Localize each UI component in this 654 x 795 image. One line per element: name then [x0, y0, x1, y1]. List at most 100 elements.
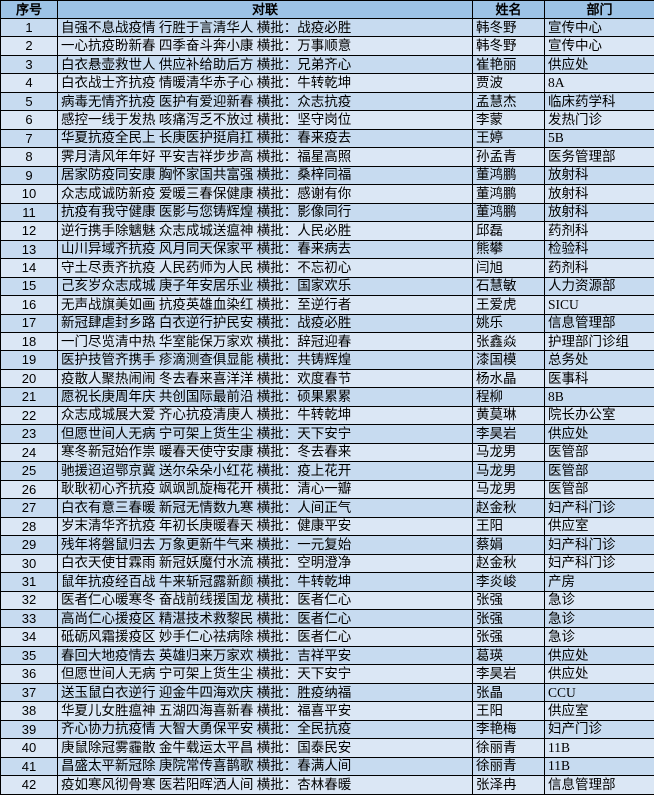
cell-person-name[interactable]: 赵金秋 [472, 553, 545, 574]
cell-department[interactable]: 医事科 [544, 368, 654, 389]
cell-couplet[interactable]: 医护技管齐携手 疹滴测查俱显能 横批：共铸辉煌 [57, 350, 473, 370]
cell-department[interactable]: 信息管理部 [544, 775, 654, 795]
cell-couplet[interactable]: 昌盛太平新冠除 庚院常传喜鹊歌 横批：春满人间 [57, 756, 473, 777]
cell-person-name[interactable]: 石慧敏 [472, 276, 545, 297]
cell-couplet[interactable]: 霁月清风年年好 平安吉祥步步高 横批：福星高照 [57, 147, 473, 167]
cell-serial-number[interactable]: 36 [0, 664, 58, 684]
cell-department[interactable]: 医务管理部 [544, 147, 654, 167]
cell-department[interactable]: 院长办公室 [544, 405, 654, 426]
cell-serial-number[interactable]: 29 [0, 535, 58, 555]
cell-department[interactable]: 11B [544, 756, 654, 777]
cell-department[interactable]: 宣传中心 [544, 36, 654, 56]
cell-couplet[interactable]: 砥砺风霜援疫区 妙手仁心祛病除 横批：医者仁心 [57, 627, 473, 647]
cell-serial-number[interactable]: 30 [0, 553, 58, 574]
cell-couplet[interactable]: 感控一线于发热 咳痛泻乏不放过 横批：坚守岗位 [57, 110, 473, 130]
cell-department[interactable]: 检验科 [544, 239, 654, 260]
cell-serial-number[interactable]: 18 [0, 331, 58, 352]
cell-department[interactable]: 供应处 [544, 54, 654, 75]
cell-serial-number[interactable]: 34 [0, 627, 58, 647]
cell-person-name[interactable]: 闫旭 [472, 258, 545, 278]
cell-person-name[interactable]: 马龙男 [472, 461, 545, 481]
cell-serial-number[interactable]: 33 [0, 608, 58, 629]
cell-department[interactable]: 妇产门诊 [544, 719, 654, 740]
cell-department[interactable]: 总务处 [544, 350, 654, 370]
cell-couplet[interactable]: 春回大地疫情去 英雄归来万家欢 横批：吉祥平安 [57, 645, 473, 666]
cell-couplet[interactable]: 耿耿初心齐抗疫 飒飒凯旋梅花开 横批：清心一瓣 [57, 479, 473, 500]
cell-couplet[interactable]: 居家防疫同安康 胸怀家国共富强 横批：桑梓同福 [57, 165, 473, 186]
cell-department[interactable]: 急诊 [544, 608, 654, 629]
cell-person-name[interactable]: 韩冬野 [472, 36, 545, 56]
cell-department[interactable]: 5B [544, 128, 654, 149]
cell-couplet[interactable]: 自强不息战疫情 行胜于言清华人 横批：战疫必胜 [57, 17, 473, 38]
cell-person-name[interactable]: 蔡娟 [472, 535, 545, 555]
cell-serial-number[interactable]: 10 [0, 184, 58, 204]
cell-serial-number[interactable]: 35 [0, 645, 58, 666]
cell-department[interactable]: 急诊 [544, 627, 654, 647]
cell-person-name[interactable]: 程柳 [472, 387, 545, 407]
cell-person-name[interactable]: 王阳 [472, 701, 545, 721]
cell-couplet[interactable]: 岁末清华齐抗疫 年初长庚暖春天 横批：健康平安 [57, 516, 473, 537]
cell-serial-number[interactable]: 13 [0, 239, 58, 260]
cell-couplet[interactable]: 疫如寒风彻骨寒 医若阳晖洒人间 横批：杏林春暖 [57, 775, 473, 795]
cell-department[interactable]: CCU [544, 682, 654, 703]
cell-couplet[interactable]: 愿祝长庚周年庆 共创国际最前沿 横批：硕果累累 [57, 387, 473, 407]
cell-couplet[interactable]: 华夏儿女胜瘟神 五湖四海喜新春 横批：福喜平安 [57, 701, 473, 721]
cell-serial-number[interactable]: 22 [0, 405, 58, 426]
cell-department[interactable]: 放射科 [544, 202, 654, 223]
cell-department[interactable]: 供应处 [544, 645, 654, 666]
cell-couplet[interactable]: 逆行携手除魑魅 众志成城送瘟神 横批：人民必胜 [57, 221, 473, 241]
cell-person-name[interactable]: 孟慧杰 [472, 91, 545, 112]
cell-couplet[interactable]: 一门尽览清中热 华室能保万家欢 横批：辞冠迎春 [57, 331, 473, 352]
cell-serial-number[interactable]: 32 [0, 590, 58, 611]
cell-person-name[interactable]: 贾波 [472, 73, 545, 93]
cell-couplet[interactable]: 无声战旗美如画 抗疫英雄血染红 横批：至逆行者 [57, 295, 473, 315]
cell-serial-number[interactable]: 12 [0, 221, 58, 241]
cell-person-name[interactable]: 王爱虎 [472, 295, 545, 315]
cell-serial-number[interactable]: 31 [0, 572, 58, 592]
cell-serial-number[interactable]: 19 [0, 350, 58, 370]
cell-serial-number[interactable]: 5 [0, 91, 58, 112]
cell-person-name[interactable]: 徐丽青 [472, 738, 545, 758]
cell-person-name[interactable]: 张晶 [472, 682, 545, 703]
cell-serial-number[interactable]: 9 [0, 165, 58, 186]
cell-department[interactable]: 供应室 [544, 701, 654, 721]
cell-couplet[interactable]: 众志成城展大爱 齐心抗疫清庚人 横批：牛转乾坤 [57, 405, 473, 426]
cell-couplet[interactable]: 抗疫有我守健康 医影与您铸辉煌 横批：影像同行 [57, 202, 473, 223]
cell-department[interactable]: 医管部 [544, 479, 654, 500]
cell-person-name[interactable]: 邱磊 [472, 221, 545, 241]
cell-couplet[interactable]: 守土尽责齐抗疫 人民药师为人民 横批：不忘初心 [57, 258, 473, 278]
cell-department[interactable]: 妇产科门诊 [544, 553, 654, 574]
cell-couplet[interactable]: 一心抗疫盼新春 四季奋斗奔小康 横批：万事顺意 [57, 36, 473, 56]
cell-department[interactable]: 药剂科 [544, 221, 654, 241]
cell-serial-number[interactable]: 8 [0, 147, 58, 167]
cell-person-name[interactable]: 张强 [472, 627, 545, 647]
cell-serial-number[interactable]: 2 [0, 36, 58, 56]
cell-serial-number[interactable]: 15 [0, 276, 58, 297]
cell-person-name[interactable]: 赵金秋 [472, 498, 545, 518]
cell-department[interactable]: 护理部门诊组 [544, 331, 654, 352]
cell-person-name[interactable]: 张泽冉 [472, 775, 545, 795]
cell-serial-number[interactable]: 7 [0, 128, 58, 149]
cell-department[interactable]: 8A [544, 73, 654, 93]
cell-department[interactable]: 人力资源部 [544, 276, 654, 297]
cell-person-name[interactable]: 李蒙 [472, 110, 545, 130]
cell-department[interactable]: 急诊 [544, 590, 654, 611]
cell-couplet[interactable]: 病毒无情齐抗疫 医护有爱迎新春 横批：众志抗疫 [57, 91, 473, 112]
cell-person-name[interactable]: 王阳 [472, 516, 545, 537]
cell-serial-number[interactable]: 21 [0, 387, 58, 407]
cell-person-name[interactable]: 张鑫焱 [472, 331, 545, 352]
cell-person-name[interactable]: 张强 [472, 608, 545, 629]
cell-department[interactable]: 供应处 [544, 664, 654, 684]
cell-couplet[interactable]: 但愿世间人无病 宁可架上货生尘 横批：天下安宁 [57, 664, 473, 684]
cell-serial-number[interactable]: 37 [0, 682, 58, 703]
cell-couplet[interactable]: 疫散人聚热闹闹 冬去春来喜洋洋 横批：欢度春节 [57, 368, 473, 389]
cell-department[interactable]: 供应室 [544, 516, 654, 537]
header-cell-couplet[interactable]: 对联 [57, 0, 473, 19]
cell-serial-number[interactable]: 41 [0, 756, 58, 777]
cell-couplet[interactable]: 白衣战士齐抗疫 情暖清华赤子心 横批：牛转乾坤 [57, 73, 473, 93]
cell-person-name[interactable]: 张强 [472, 590, 545, 611]
cell-department[interactable]: 药剂科 [544, 258, 654, 278]
cell-department[interactable]: 放射科 [544, 184, 654, 204]
cell-person-name[interactable]: 李艳梅 [472, 719, 545, 740]
cell-department[interactable]: 信息管理部 [544, 313, 654, 333]
